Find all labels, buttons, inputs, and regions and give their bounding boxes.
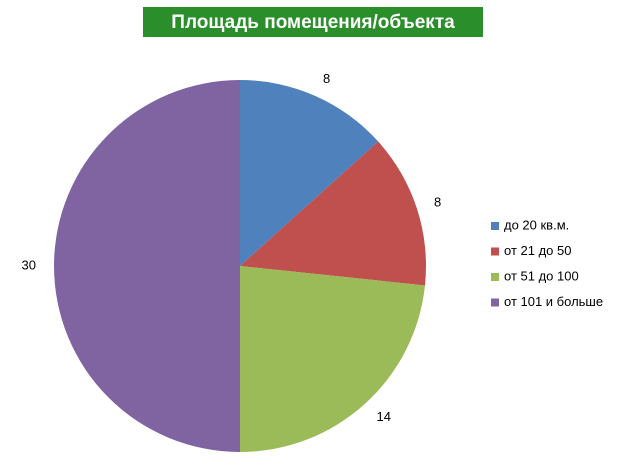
legend-swatch xyxy=(491,247,499,256)
pie-slice xyxy=(54,80,240,452)
legend-label: от 51 до 100 xyxy=(504,268,579,283)
pie-slice xyxy=(240,266,425,452)
legend-label: от 21 до 50 xyxy=(504,243,571,258)
legend-swatch xyxy=(491,273,499,281)
data-label: 14 xyxy=(377,409,391,424)
legend-swatch xyxy=(491,222,499,230)
chart-title: Площадь помещения/объекта xyxy=(171,12,455,33)
legend-swatch xyxy=(491,298,499,307)
data-label: 8 xyxy=(434,194,441,209)
title-background xyxy=(143,7,483,37)
legend-label: до 20 кв.м. xyxy=(504,217,569,232)
data-label: 30 xyxy=(22,257,36,272)
pie-slice xyxy=(240,80,379,266)
data-label: 8 xyxy=(323,71,330,86)
pie-slice xyxy=(240,141,426,286)
legend-label: от 101 и больше xyxy=(504,294,603,309)
